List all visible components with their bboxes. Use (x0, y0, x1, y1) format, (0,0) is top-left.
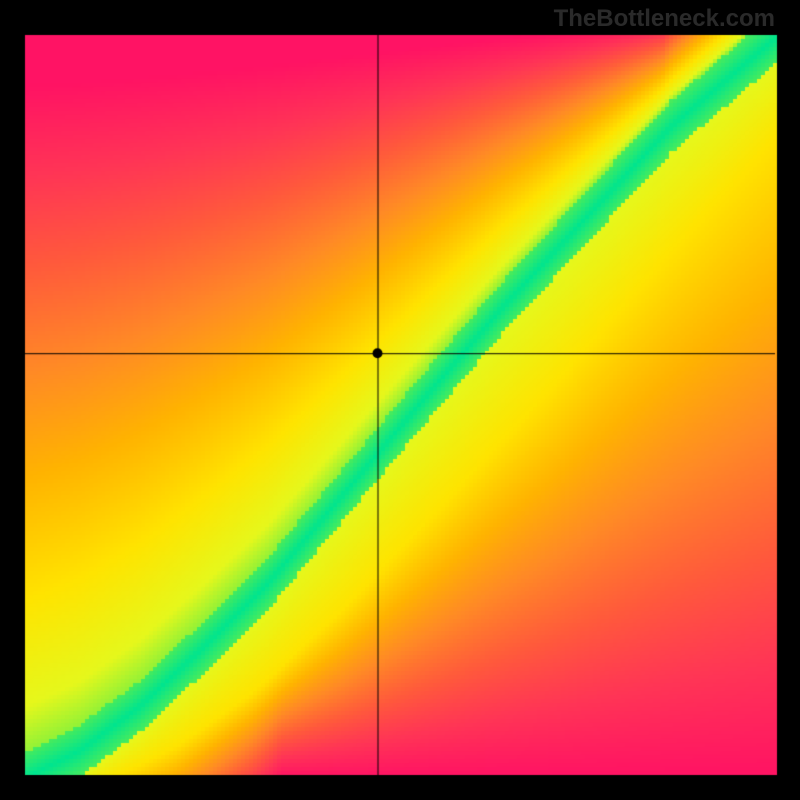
bottleneck-heatmap (0, 0, 800, 800)
watermark-text: TheBottleneck.com (554, 5, 775, 33)
